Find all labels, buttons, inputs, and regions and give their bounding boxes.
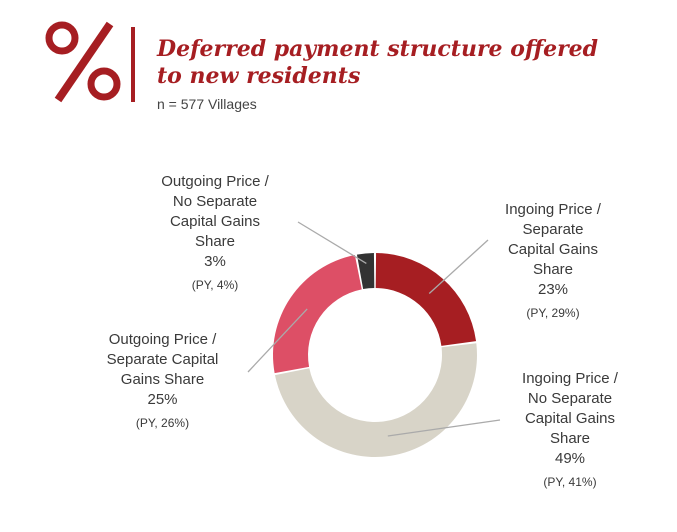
chart-title-line2: to new residents — [157, 63, 361, 89]
chart-title: Deferred payment structure offered to ne… — [157, 36, 657, 90]
slice-value-label: 23% — [537, 281, 569, 298]
leader-line — [428, 239, 489, 294]
leader-line — [297, 221, 367, 264]
slice-label-line: Ingoing Price / — [522, 370, 618, 387]
slice-label-line: Separate — [522, 221, 584, 238]
slice-label-line: Gains Share — [120, 371, 205, 388]
slice-label-line: No Separate — [172, 193, 258, 210]
slice-label-line: Outgoing Price / — [161, 173, 269, 190]
leader-line — [387, 419, 501, 437]
slice-value-label: 49% — [554, 450, 586, 467]
percent-icon — [45, 21, 121, 103]
slice-ingoing-no-separate — [275, 343, 478, 458]
title-divider — [131, 27, 135, 102]
slice-label: Ingoing Price / Separate Capital Gains Shar… — [478, 200, 628, 322]
slice-label-line: Outgoing Price / — [108, 331, 217, 348]
prior-year-label: (PY, 26%) — [135, 416, 190, 430]
slice-outgoing-no-separate — [356, 253, 375, 290]
prior-year-label: (PY, 4%) — [191, 278, 239, 292]
slice-label-line: Share — [194, 233, 236, 250]
slice-label: Ingoing Price / No Separate Capital Gains S… — [490, 369, 650, 491]
slice-label-line: Capital Gains — [169, 213, 261, 230]
slice-label-line: Share — [549, 430, 591, 447]
slice-label-line: Capital Gains — [524, 410, 616, 427]
prior-year-label: (PY, 29%) — [526, 306, 580, 320]
slice-value-label: 25% — [147, 391, 178, 408]
slice-label-line: Separate Capital — [106, 351, 219, 368]
slice-label: Outgoing Price / Separate Capital Gains Sh… — [75, 330, 250, 432]
slice-label: Outgoing Price / No Separate Capital Gains… — [130, 172, 300, 294]
slice-ingoing-separate — [375, 253, 477, 346]
slice-label-line: Capital Gains — [507, 241, 599, 258]
slice-value-label: 3% — [204, 253, 226, 270]
slice-label-line: Ingoing Price / — [505, 201, 601, 218]
slice-outgoing-separate — [273, 255, 362, 374]
slice-label-line: Share — [532, 261, 574, 278]
chart-title-line1: Deferred payment structure offered — [157, 36, 599, 62]
slice-label-line: No Separate — [527, 390, 613, 407]
leader-line — [247, 308, 308, 373]
sample-size-note: n = 577 Villages — [157, 96, 257, 112]
prior-year-label: (PY, 41%) — [543, 475, 597, 489]
